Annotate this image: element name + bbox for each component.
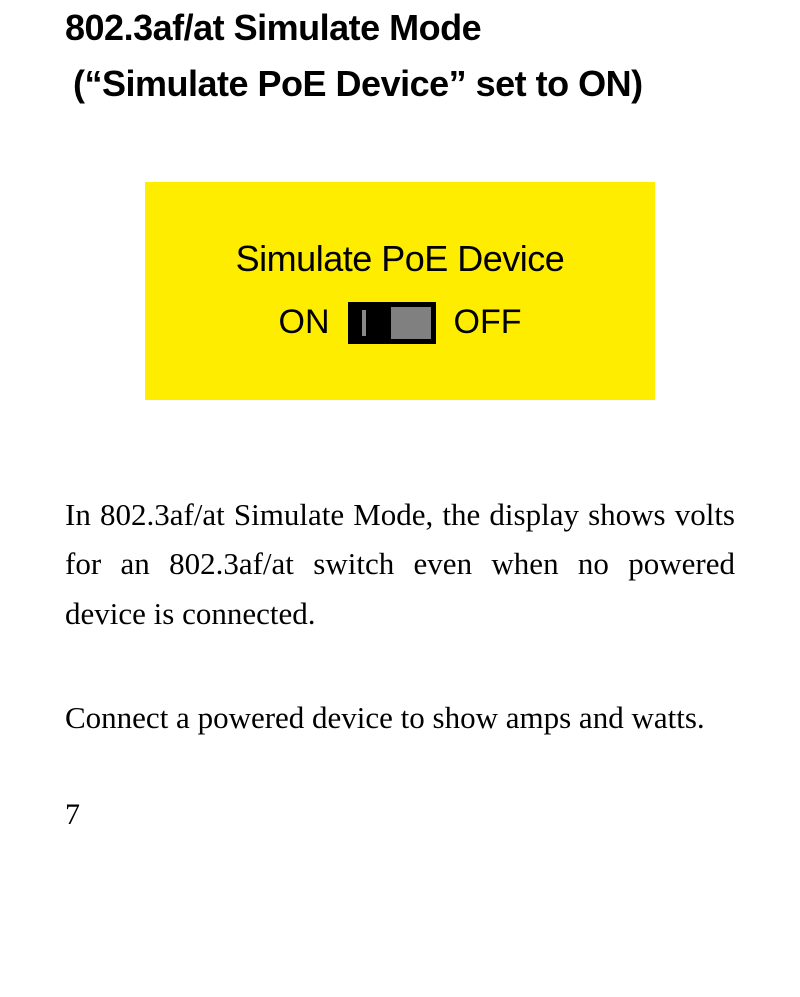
toggle-tick [362,310,366,336]
panel-title: Simulate PoE Device [236,238,565,280]
toggle-row: ON OFF [279,302,522,344]
body-text: In 802.3af/at Simulate Mode, the display… [65,490,735,743]
simulate-panel: Simulate PoE Device ON OFF [145,182,655,400]
paragraph-2: Connect a powered device to show amps an… [65,693,735,743]
toggle-on-label: ON [279,303,330,342]
toggle-off-label: OFF [454,303,522,342]
heading-line-2: (“Simulate PoE Device” set to ON) [73,56,735,112]
section-heading: 802.3af/at Simulate Mode (“Simulate PoE … [65,0,735,112]
paragraph-1: In 802.3af/at Simulate Mode, the display… [65,490,735,639]
toggle-switch[interactable] [348,302,436,344]
page-number: 7 [65,798,735,832]
toggle-knob [391,307,431,339]
heading-line-1: 802.3af/at Simulate Mode [65,0,735,56]
